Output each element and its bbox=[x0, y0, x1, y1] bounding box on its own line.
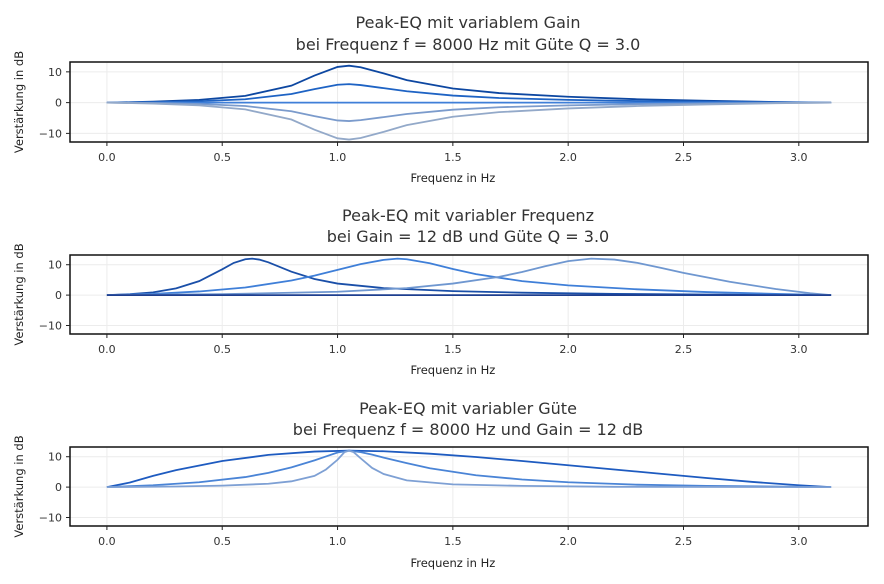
x-tick-label: 1.0 bbox=[329, 151, 347, 164]
x-tick-label: 3.0 bbox=[790, 535, 808, 548]
y-axis-label: Verstärkung in dB bbox=[12, 51, 26, 153]
chart-2: 0.0 0.5 1.0 1.5 2.0 2.5 3.0 10 0 −10 Peak-EQ mit v… bbox=[12, 206, 869, 377]
x-tick-label: 2.5 bbox=[675, 343, 693, 356]
chart-subtitle: bei Frequenz f = 8000 Hz mit Güte Q = 3.… bbox=[296, 35, 641, 54]
plot-frame bbox=[69, 254, 869, 335]
series-line-4 bbox=[106, 101, 832, 122]
y-tick-label: −10 bbox=[39, 511, 62, 524]
y-tick-label: 0 bbox=[55, 481, 62, 494]
series-line-2 bbox=[106, 83, 832, 104]
x-tick-label: 1.5 bbox=[444, 535, 462, 548]
y-tick-label: 10 bbox=[48, 66, 62, 79]
x-axis-label: Frequenz in Hz bbox=[410, 171, 495, 185]
x-axis-label: Frequenz in Hz bbox=[410, 556, 495, 570]
series-line-1 bbox=[106, 449, 832, 489]
y-tick-label: 10 bbox=[48, 451, 62, 464]
x-axis-label: Frequenz in Hz bbox=[410, 363, 495, 377]
chart-subtitle: bei Gain = 12 dB und Güte Q = 3.0 bbox=[327, 227, 609, 246]
y-tick-label: 0 bbox=[55, 97, 62, 110]
chart-subtitle: bei Frequenz f = 8000 Hz und Gain = 12 d… bbox=[293, 420, 643, 439]
series-line-1 bbox=[106, 257, 832, 297]
x-tick-label: 0.0 bbox=[98, 343, 116, 356]
x-tick-label: 1.0 bbox=[329, 343, 347, 356]
x-tick-label: 1.5 bbox=[444, 151, 462, 164]
x-tick-label: 0.0 bbox=[98, 535, 116, 548]
x-tick-label: 2.5 bbox=[675, 151, 693, 164]
chart-3: 0.0 0.5 1.0 1.5 2.0 2.5 3.0 10 0 −10 Peak-EQ mit v… bbox=[12, 399, 869, 570]
series-line-3 bbox=[106, 257, 832, 297]
y-tick-label: 10 bbox=[48, 259, 62, 272]
x-tick-label: 1.0 bbox=[329, 535, 347, 548]
x-tick-label: 2.0 bbox=[559, 343, 577, 356]
y-tick-label: −10 bbox=[39, 319, 62, 332]
series-line-2 bbox=[106, 449, 832, 489]
y-axis-label: Verstärkung in dB bbox=[12, 435, 26, 537]
y-tick-label: −10 bbox=[39, 127, 62, 140]
x-tick-label: 2.0 bbox=[559, 535, 577, 548]
y-axis-label: Verstärkung in dB bbox=[12, 243, 26, 345]
x-tick-label: 2.0 bbox=[559, 151, 577, 164]
x-tick-label: 1.5 bbox=[444, 343, 462, 356]
x-tick-label: 0.5 bbox=[213, 151, 231, 164]
plot-frame bbox=[69, 61, 869, 143]
x-tick-label: 3.0 bbox=[790, 151, 808, 164]
series-line-1 bbox=[106, 64, 832, 104]
chart-title: Peak-EQ mit variablem Gain bbox=[356, 13, 581, 32]
x-tick-label: 2.5 bbox=[675, 535, 693, 548]
x-tick-label: 0.5 bbox=[213, 535, 231, 548]
chart-title: Peak-EQ mit variabler Güte bbox=[359, 399, 577, 418]
plot-frame bbox=[69, 446, 869, 527]
chart-title: Peak-EQ mit variabler Frequenz bbox=[342, 206, 594, 225]
y-tick-label: 0 bbox=[55, 289, 62, 302]
x-tick-label: 0.0 bbox=[98, 151, 116, 164]
x-tick-label: 3.0 bbox=[790, 343, 808, 356]
series-line-5 bbox=[106, 101, 832, 141]
series-line-3 bbox=[106, 449, 832, 489]
x-tick-label: 0.5 bbox=[213, 343, 231, 356]
series-line-2 bbox=[106, 257, 832, 297]
chart-1: 0.0 0.5 1.0 1.5 2.0 2.5 3.0 10 0 −10 Peak-EQ mit v… bbox=[12, 13, 869, 185]
